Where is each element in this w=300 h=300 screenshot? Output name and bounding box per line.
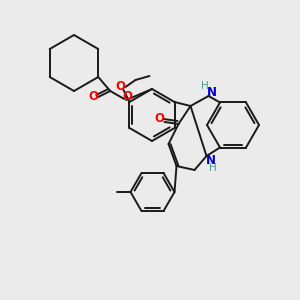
Text: O: O xyxy=(88,89,98,103)
Text: H: H xyxy=(201,81,208,91)
Text: N: N xyxy=(206,85,217,98)
Text: O: O xyxy=(116,80,125,92)
Text: H: H xyxy=(208,163,216,173)
Text: O: O xyxy=(122,91,132,103)
Text: O: O xyxy=(154,112,164,125)
Text: N: N xyxy=(206,154,215,166)
